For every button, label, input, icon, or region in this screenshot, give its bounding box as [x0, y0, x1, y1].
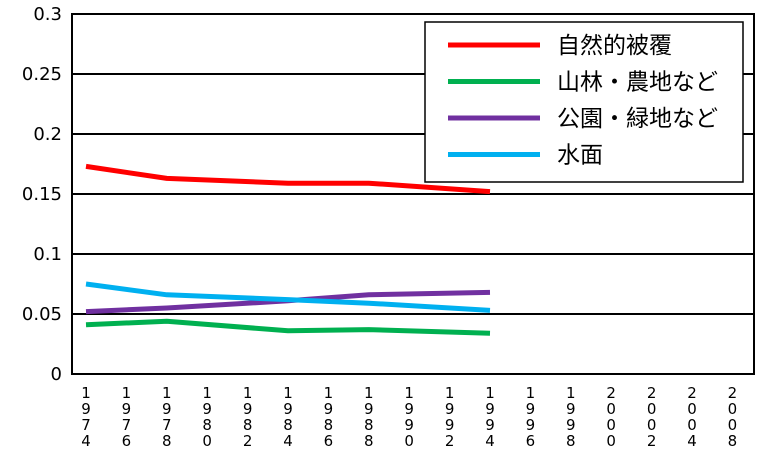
- y-tick-label: 0.05: [22, 304, 62, 325]
- y-tick-label: 0.1: [33, 244, 62, 265]
- plot-area: [71, 13, 755, 375]
- series-line: [85, 163, 491, 195]
- legend-label: 山林・農地など: [557, 70, 718, 96]
- series-line: [85, 318, 491, 336]
- legend-label: 水面: [557, 143, 603, 169]
- y-tick-label: 0.2: [33, 124, 62, 145]
- y-tick-label: 0: [51, 364, 62, 385]
- series-line: [85, 281, 491, 313]
- series-lines: [85, 163, 491, 336]
- y-tick-label: 0.15: [22, 184, 62, 205]
- legend-label: 公園・緑地など: [557, 106, 718, 132]
- y-tick-label: 0.3: [33, 4, 62, 25]
- legend-label: 自然的被覆: [557, 33, 672, 59]
- y-axis-ticks: 0 0.05 0.1 0.15 0.2 0.25 0.3: [22, 4, 62, 385]
- y-tick-label: 0.25: [22, 64, 62, 85]
- x-axis-ticks: 1 9 7 4 1 9 7 6 1 9 7 8 1 9 8 0 1 9 8 2 1 9 8 4 1 9 8 6 1 9 8 8 1 9 9 0 1 9 9 2…: [81, 384, 738, 450]
